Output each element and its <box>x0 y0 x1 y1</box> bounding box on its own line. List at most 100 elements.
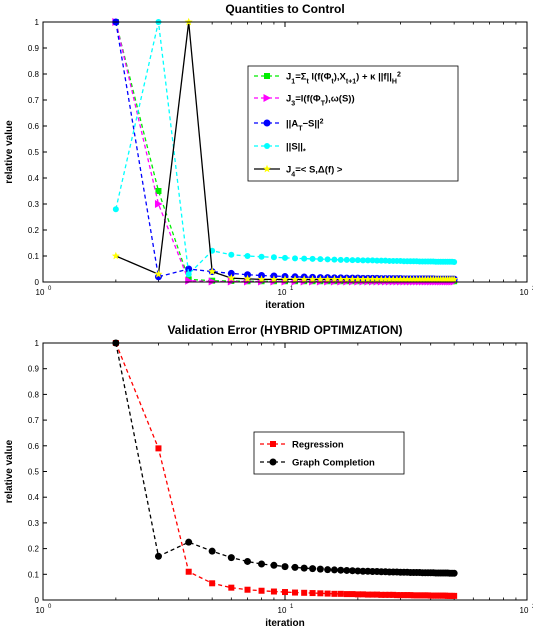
data-point <box>377 275 386 283</box>
data-point <box>244 586 251 593</box>
data-point <box>281 275 289 283</box>
chart-title: Quantities to Control <box>225 2 344 16</box>
data-point <box>381 275 390 283</box>
x-tick-exponent: 1 <box>290 286 294 292</box>
series-0 <box>112 340 458 599</box>
legend-label: J3=l(f(ΦT),ω(S)) <box>286 94 355 108</box>
data-point <box>343 566 351 574</box>
data-point <box>392 275 401 283</box>
data-point <box>185 276 193 285</box>
data-point <box>378 257 385 264</box>
y-tick-label: 0.8 <box>28 70 40 79</box>
data-point <box>364 257 371 264</box>
y-tick-label: 0.9 <box>28 365 40 374</box>
data-point <box>209 580 216 587</box>
data-point <box>359 257 366 264</box>
data-point <box>316 565 324 573</box>
data-point <box>269 275 278 283</box>
legend-marker <box>264 73 270 79</box>
data-point <box>451 592 458 599</box>
data-point <box>154 552 162 560</box>
data-point <box>281 563 289 571</box>
data-point <box>368 275 377 283</box>
data-point <box>292 255 299 262</box>
y-tick-label: 0.4 <box>28 493 40 502</box>
data-point <box>208 267 217 275</box>
data-point <box>348 567 356 575</box>
data-point <box>354 567 362 575</box>
y-axis-label: relative value <box>4 120 15 184</box>
y-tick-label: 0.1 <box>28 252 40 261</box>
data-point <box>227 273 236 282</box>
x-tick-label: 10 <box>36 606 45 615</box>
data-point <box>412 275 421 283</box>
data-point <box>363 275 372 283</box>
data-point <box>292 589 299 596</box>
y-tick-label: 1 <box>35 18 40 27</box>
data-point <box>349 257 356 264</box>
y-tick-label: 0.7 <box>28 416 40 425</box>
data-point <box>228 251 235 258</box>
data-point <box>301 255 308 262</box>
legend-label: J4=< S,Δ(f) > <box>286 165 343 179</box>
data-point <box>208 277 217 286</box>
data-point <box>342 275 351 283</box>
data-point <box>410 592 417 599</box>
data-point <box>354 591 361 598</box>
data-point <box>451 258 458 265</box>
data-point <box>270 588 277 595</box>
data-point <box>308 275 317 283</box>
data-point <box>337 590 344 597</box>
data-point <box>301 589 308 596</box>
data-point <box>337 566 345 574</box>
data-point <box>154 270 163 278</box>
y-tick-label: 0 <box>35 278 40 287</box>
data-point <box>316 275 325 283</box>
data-point <box>397 592 404 599</box>
data-point <box>258 560 266 568</box>
data-point <box>317 256 324 263</box>
data-point <box>331 590 338 597</box>
data-point <box>378 591 385 598</box>
data-point <box>393 592 400 599</box>
data-point <box>324 256 331 263</box>
data-point <box>450 569 458 577</box>
data-point <box>354 257 361 264</box>
data-point <box>374 257 381 264</box>
data-point <box>227 554 235 562</box>
data-point <box>291 275 300 283</box>
y-tick-label: 0.7 <box>28 96 40 105</box>
legend-marker <box>263 119 271 127</box>
chart-quantities-to-control: Quantities to Control iteration relative v… <box>4 2 533 311</box>
series-3 <box>112 19 458 278</box>
legend-label: ||S||* <box>286 142 306 156</box>
data-point <box>317 590 324 597</box>
data-point <box>359 591 366 598</box>
data-point <box>359 567 367 575</box>
data-point <box>409 275 418 283</box>
legend-box <box>247 65 459 182</box>
data-point <box>330 566 338 574</box>
data-point <box>258 587 265 594</box>
data-point <box>185 271 192 278</box>
x-tick-label: 10 <box>36 288 45 297</box>
legend-label: ||AT−S||2 <box>286 118 324 132</box>
data-point <box>364 591 371 598</box>
x-tick-exponent: 0 <box>48 604 52 610</box>
data-point <box>324 590 331 597</box>
y-tick-label: 0 <box>35 596 40 605</box>
y-tick-label: 0.2 <box>28 226 40 235</box>
chart-validation-error: Validation Error (HYBRID OPTIMIZATION) it… <box>4 323 533 629</box>
data-point <box>390 591 397 598</box>
x-axis-label: iteration <box>265 300 304 311</box>
legend-marker <box>270 441 276 447</box>
data-point <box>382 591 389 598</box>
data-point <box>282 254 288 261</box>
data-point <box>185 538 193 546</box>
x-tick-label: 10 <box>520 606 529 615</box>
data-point <box>282 589 288 596</box>
data-point <box>396 275 405 283</box>
series-1 <box>112 339 458 577</box>
data-point <box>336 275 345 283</box>
